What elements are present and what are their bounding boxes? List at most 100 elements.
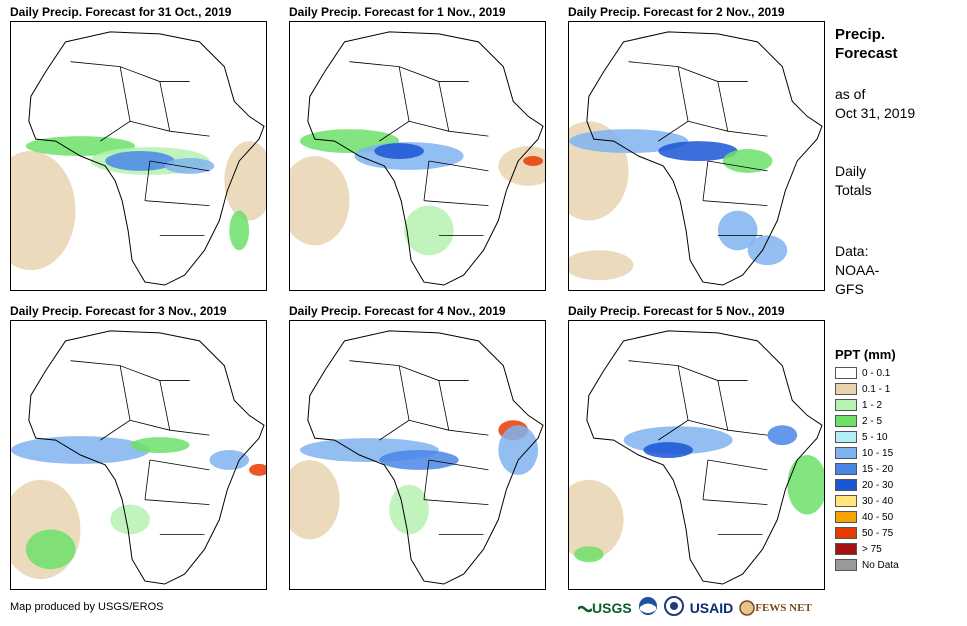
legend-item: 40 - 50 — [835, 509, 899, 525]
legend-item: 5 - 10 — [835, 429, 899, 445]
map-credit: Map produced by USGS/EROS — [10, 601, 164, 613]
legend-label: 15 - 20 — [862, 463, 894, 475]
panel-title-1: Daily Precip. Forecast for 31 Oct., 2019 — [10, 5, 232, 19]
legend-item: 10 - 15 — [835, 445, 899, 461]
usgs-logo-text: USGS — [592, 600, 632, 616]
legend-label: 30 - 40 — [862, 495, 894, 507]
forecast-map-2 — [289, 21, 546, 291]
legend-swatch — [835, 447, 857, 459]
precip-area — [164, 157, 215, 174]
legend-label: > 75 — [862, 543, 882, 555]
fewsnet-globe-icon — [739, 600, 755, 616]
usgs-wave-icon — [578, 605, 592, 613]
continent-outline — [586, 31, 823, 286]
legend-item: > 75 — [835, 541, 899, 557]
precip-area — [722, 149, 773, 173]
legend-swatch — [835, 415, 857, 427]
legend: 0 - 0.1 0.1 - 1 1 - 2 2 - 5 5 - 10 10 - 15 15 … — [835, 365, 899, 573]
legend-swatch — [835, 511, 857, 523]
legend-label: 50 - 75 — [862, 527, 894, 539]
precip-area — [643, 442, 694, 458]
panel-title-2: Daily Precip. Forecast for 1 Nov., 2019 — [289, 5, 506, 19]
precip-area — [569, 250, 634, 281]
panel-title-6: Daily Precip. Forecast for 5 Nov., 2019 — [568, 304, 785, 318]
legend-label: 0.1 - 1 — [862, 383, 891, 395]
sidebar-title-line2: Forecast — [835, 45, 898, 62]
legend-swatch — [835, 463, 857, 475]
sidebar-totals: Daily Totals — [835, 162, 872, 200]
country-borders — [70, 360, 210, 535]
legend-label: 0 - 0.1 — [862, 367, 891, 379]
precip-area — [747, 235, 788, 266]
sidebar-totals-line1: Daily — [835, 163, 867, 179]
continent-outline — [307, 330, 544, 585]
continent-outline — [28, 31, 265, 286]
legend-swatch — [835, 495, 857, 507]
legend-item: No Data — [835, 557, 899, 573]
forecast-map-6 — [568, 320, 825, 590]
forecast-map-5 — [289, 320, 546, 590]
precip-area — [573, 546, 604, 563]
legend-label: 20 - 30 — [862, 479, 894, 491]
country-borders — [349, 360, 489, 535]
sidebar-data-line3: GFS — [835, 281, 864, 297]
africa-map-drawing — [569, 321, 824, 589]
legend-swatch — [835, 383, 857, 395]
noaa-logo-icon — [638, 596, 658, 621]
legend-label: 2 - 5 — [862, 415, 883, 427]
sidebar-data-line1: Data: — [835, 243, 869, 259]
usgs-logo: USGS — [578, 600, 632, 616]
precip-area — [569, 479, 624, 560]
precip-area — [25, 529, 76, 570]
africa-map-drawing — [11, 321, 266, 589]
legend-swatch — [835, 559, 857, 571]
precip-area — [498, 425, 539, 475]
legend-swatch — [835, 367, 857, 379]
fewsnet-logo-text: FEWS NET — [755, 602, 812, 614]
legend-label: No Data — [862, 559, 899, 571]
legend-swatch — [835, 543, 857, 555]
legend-item: 2 - 5 — [835, 413, 899, 429]
country-borders — [349, 61, 489, 236]
legend-item: 1 - 2 — [835, 397, 899, 413]
partner-logos: USGS USAID FEWS NET — [578, 595, 812, 621]
continent-outline — [586, 330, 823, 585]
sidebar-title: Precip. Forecast — [835, 25, 898, 63]
legend-title: PPT (mm) — [835, 347, 896, 362]
legend-item: 30 - 40 — [835, 493, 899, 509]
precip-area — [787, 455, 824, 515]
panel-title-3: Daily Precip. Forecast for 2 Nov., 2019 — [568, 5, 785, 19]
precip-area — [110, 504, 150, 535]
africa-map-drawing — [569, 22, 824, 290]
dos-seal-icon — [663, 595, 684, 621]
legend-item: 0 - 0.1 — [835, 365, 899, 381]
africa-map-drawing — [290, 22, 545, 290]
precip-area — [249, 463, 266, 476]
panel-title-5: Daily Precip. Forecast for 4 Nov., 2019 — [289, 304, 506, 318]
precip-area — [290, 459, 340, 540]
continent-outline — [307, 31, 544, 286]
precip-area — [224, 141, 266, 221]
legend-label: 40 - 50 — [862, 511, 894, 523]
sidebar-title-line1: Precip. — [835, 26, 886, 43]
forecast-map-1 — [10, 21, 267, 291]
forecast-map-4 — [10, 320, 267, 590]
legend-label: 1 - 2 — [862, 399, 883, 411]
legend-swatch — [835, 527, 857, 539]
usaid-logo-text: USAID — [689, 600, 734, 616]
precip-area — [717, 210, 758, 251]
country-borders — [628, 61, 768, 236]
precip-area — [374, 143, 424, 159]
precip-area — [767, 425, 798, 446]
legend-label: 10 - 15 — [862, 447, 894, 459]
precip-area — [290, 156, 350, 246]
legend-swatch — [835, 399, 857, 411]
legend-item: 50 - 75 — [835, 525, 899, 541]
africa-map-drawing — [11, 22, 266, 290]
country-borders — [628, 360, 768, 535]
precip-area — [11, 151, 76, 271]
legend-swatch — [835, 431, 857, 443]
sidebar-asof-line1: as of — [835, 86, 866, 102]
country-borders — [70, 61, 210, 236]
fewsnet-logo: FEWS NET — [739, 600, 812, 616]
